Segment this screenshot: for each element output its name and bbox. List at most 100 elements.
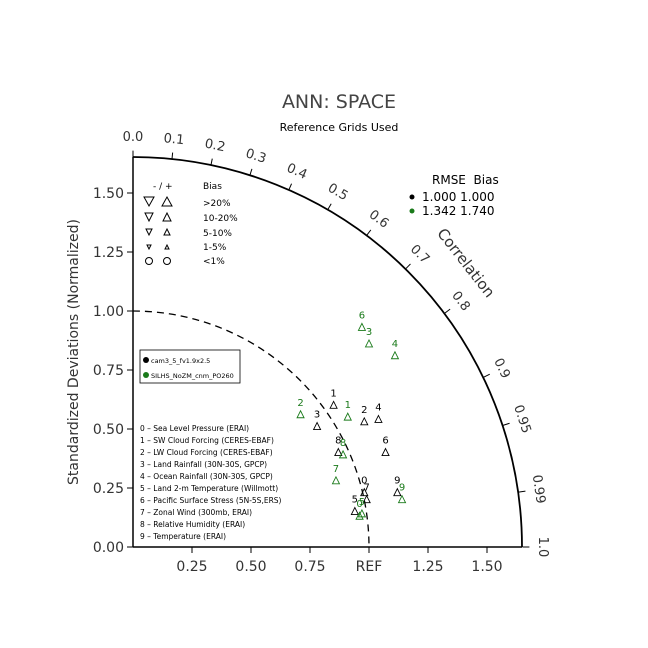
correlation-tick-label: 0.99 <box>529 474 548 505</box>
rmse-row-dot <box>409 208 415 214</box>
correlation-tick-label: 0.3 <box>244 146 268 167</box>
correlation-tick-mark <box>327 203 332 211</box>
correlation-tick-mark <box>366 229 372 236</box>
data-point-label: 2 <box>297 398 303 409</box>
data-point: 5 <box>350 495 360 515</box>
correlation-tick-mark <box>483 373 490 378</box>
correlation-label: Correlation <box>433 225 498 301</box>
data-point: 4 <box>390 339 400 360</box>
data-point-label: 7 <box>333 464 339 475</box>
data-point: 7 <box>362 483 371 504</box>
x-tick-label: 0.25 <box>176 559 207 575</box>
x-tick-label: 1.50 <box>471 559 502 575</box>
bias-marker <box>334 447 343 456</box>
x-tick-label: 1.25 <box>412 559 443 575</box>
bias-legend-label: 10-20% <box>203 214 238 224</box>
bias-legend-header-bias: Bias <box>203 182 222 192</box>
circle-icon <box>145 257 153 265</box>
variable-list-item: 9 – Temperature (ERAI) <box>140 532 226 541</box>
variable-list-item: 2 – LW Cloud Forcing (CERES-EBAF) <box>140 448 273 457</box>
correlation-tick-mark <box>171 152 174 160</box>
data-point-label: 4 <box>392 339 398 350</box>
outer-arc <box>132 156 523 548</box>
bias-legend-row: 1-5% <box>146 243 227 253</box>
bias-marker <box>360 487 369 497</box>
bias-legend: - / + Bias >20% 10-20% 5-10% 1-5% <1% <box>143 182 238 267</box>
bias-legend-label: 1-5% <box>203 243 227 253</box>
correlation-tick-label: 0.0 <box>123 130 144 145</box>
data-point: 9 <box>397 483 407 504</box>
correlation-tick-label: 0.8 <box>448 289 472 315</box>
data-point: 3 <box>364 327 374 348</box>
model-legend: cam3_5_fv1.9x2.5 SILHS_NoZM_cnm_PO260 <box>139 349 241 384</box>
correlation-tick-label: 0.4 <box>284 161 309 183</box>
y-tick-label: 0.00 <box>93 540 124 556</box>
data-point-label: 7 <box>363 483 369 494</box>
data-point: 6 <box>381 436 390 456</box>
model-legend-label: SILHS_NoZM_cnm_PO260 <box>151 372 234 380</box>
data-point-label: 9 <box>399 483 405 494</box>
up-triangle-icon <box>161 195 173 207</box>
data-point: 7 <box>331 464 341 485</box>
bias-marker <box>390 350 400 360</box>
data-point-label: 0 <box>361 476 367 487</box>
bias-legend-row: >20% <box>143 195 231 209</box>
data-point-label: 1 <box>345 400 351 411</box>
bias-marker <box>312 421 322 431</box>
correlation-tick-mark <box>518 490 526 493</box>
data-point: 1 <box>329 388 338 409</box>
down-triangle-icon <box>145 228 153 237</box>
reference-arc <box>132 310 370 548</box>
y-axis-label: Standardized Deviations (Normalized) <box>66 219 82 485</box>
correlation-tick-mark <box>405 263 411 270</box>
bias-marker <box>381 447 390 456</box>
data-point: 4 <box>374 402 383 423</box>
correlation-tick-label: 1.0 <box>535 537 550 558</box>
rmse-row-dot <box>409 194 415 200</box>
bias-legend-row: <1% <box>145 257 225 267</box>
correlation-tick-label: 0.7 <box>407 242 432 267</box>
x-tick-label: REF <box>356 559 383 575</box>
correlation-tick-label: 0.1 <box>163 131 185 148</box>
bias-marker <box>374 414 383 423</box>
up-triangle-icon <box>164 243 170 250</box>
axes <box>132 156 523 548</box>
data-point-label: 2 <box>361 405 367 416</box>
bias-marker <box>338 449 348 459</box>
data-point: 6 <box>357 310 367 331</box>
model-legend-dot <box>143 357 149 363</box>
bias-marker <box>360 416 369 426</box>
data-point-label: 5 <box>359 497 365 508</box>
bias-marker <box>296 409 305 419</box>
y-tick-label: 1.50 <box>93 186 124 202</box>
data-point-label: 3 <box>314 410 320 421</box>
y-tick-label: 1.00 <box>93 304 124 320</box>
rmse-bias-table: RMSE Bias 1.000 1.000 1.342 1.740 <box>409 173 499 218</box>
data-point: 2 <box>296 398 305 419</box>
variable-list-item: 6 – Pacific Surface Stress (5N-5S,ERS) <box>140 496 282 505</box>
data-point-label: 0 <box>356 499 362 510</box>
y-tick-label: 1.25 <box>93 245 124 261</box>
x-tick-label: 0.50 <box>235 559 266 575</box>
correlation-tick-mark <box>210 158 213 166</box>
y-tick-label: 0.25 <box>93 481 124 497</box>
model-legend-label: cam3_5_fv1.9x2.5 <box>151 357 210 365</box>
data-point: 0 <box>360 476 369 497</box>
correlation-tick-label: 0.9 <box>490 356 513 381</box>
correlation-tick-label: 0.6 <box>366 207 392 231</box>
circle-icon <box>163 257 171 265</box>
rmse-header: RMSE Bias <box>432 173 499 187</box>
y-axis-ticks: 0.00 0.25 0.50 0.75 1.00 1.25 1.50 <box>93 186 133 556</box>
correlation-tick-mark <box>288 183 293 191</box>
data-point: 0 <box>355 499 364 520</box>
y-tick-label: 0.50 <box>93 422 124 438</box>
variable-list-item: 8 – Relative Humidity (ERAI) <box>140 520 245 529</box>
data-point-label: 8 <box>335 436 341 447</box>
bias-marker <box>343 412 352 421</box>
bias-marker <box>364 338 374 348</box>
data-point-label: 6 <box>359 310 365 321</box>
variable-list-item: 0 – Sea Level Pressure (ERAI) <box>140 424 249 433</box>
bias-legend-row: 10-20% <box>144 211 238 224</box>
rmse-row-value: 1.342 1.740 <box>422 204 495 218</box>
